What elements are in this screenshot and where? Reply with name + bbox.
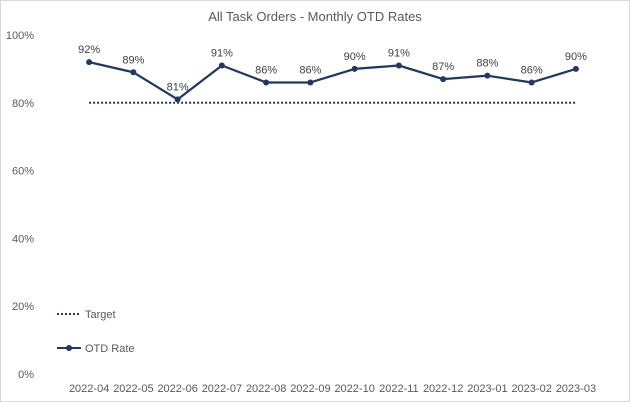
- otd-rate-data-label: 86%: [255, 64, 277, 76]
- otd-rate-data-label: 88%: [476, 58, 498, 70]
- otd-rate-data-label: 90%: [344, 51, 366, 63]
- otd-rate-data-label: 92%: [78, 44, 100, 56]
- otd-rate-data-label: 89%: [122, 54, 144, 66]
- otd-rate-data-label: 91%: [388, 48, 410, 60]
- x-tick-label: 2022-11: [379, 383, 419, 395]
- otd-rate-point: [307, 79, 314, 86]
- otd-rate-point: [440, 76, 447, 83]
- x-tick-label: 2022-09: [290, 383, 330, 395]
- y-tick-label: 100%: [6, 30, 34, 42]
- otd-rate-point: [263, 79, 270, 86]
- otd-rate-point: [130, 69, 137, 76]
- y-tick-label: 60%: [12, 166, 34, 178]
- x-tick-label: 2022-06: [157, 383, 197, 395]
- chart-title: All Task Orders - Monthly OTD Rates: [208, 9, 422, 24]
- otd-rate-line: [88, 61, 577, 101]
- otd-rate-data-label: 81%: [167, 81, 189, 93]
- legend-otd-marker: [66, 345, 72, 351]
- otd-rate-point: [218, 62, 225, 69]
- otd-rate-data-label: 91%: [211, 48, 233, 60]
- otd-rate-point: [86, 59, 93, 66]
- x-tick-label: 2022-05: [113, 383, 153, 395]
- legend-otd-label: OTD Rate: [85, 343, 135, 355]
- otd-rate-data-label: 90%: [565, 51, 587, 63]
- x-tick-label: 2022-07: [202, 383, 242, 395]
- otd-rate-point: [351, 65, 358, 72]
- x-tick-label: 2023-02: [511, 383, 551, 395]
- y-tick-label: 80%: [12, 98, 34, 110]
- x-tick-label: 2023-03: [556, 383, 596, 395]
- x-tick-label: 2022-08: [246, 383, 286, 395]
- otd-rate-data-label: 86%: [299, 64, 321, 76]
- x-tick-label: 2022-04: [69, 383, 109, 395]
- x-axis: 2022-04 2022-05 2022-06 2022-07 2022-08 2022-…: [69, 383, 596, 395]
- otd-rate-point: [572, 65, 579, 72]
- y-tick-label: 0%: [18, 369, 34, 381]
- otd-rate-point: [528, 79, 535, 86]
- x-tick-label: 2022-10: [334, 383, 374, 395]
- otd-rate-point: [484, 72, 491, 79]
- otd-rate-data-label: 87%: [432, 61, 454, 73]
- y-tick-label: 40%: [12, 233, 34, 245]
- otd-rate-data-label: 86%: [521, 64, 543, 76]
- x-tick-label: 2022-12: [423, 383, 463, 395]
- y-axis: 0% 20% 40% 60% 80% 100%: [6, 30, 34, 381]
- legend: Target OTD Rate: [57, 309, 135, 355]
- y-tick-label: 20%: [12, 301, 34, 313]
- otd-rate-point: [174, 96, 181, 103]
- otd-rate-point: [395, 62, 402, 69]
- x-tick-label: 2023-01: [467, 383, 507, 395]
- series-layer: 92% 89% 81% 91% 86% 86% 90% 91% 87% 88% 86% 90%: [78, 44, 587, 104]
- legend-target-label: Target: [85, 309, 116, 321]
